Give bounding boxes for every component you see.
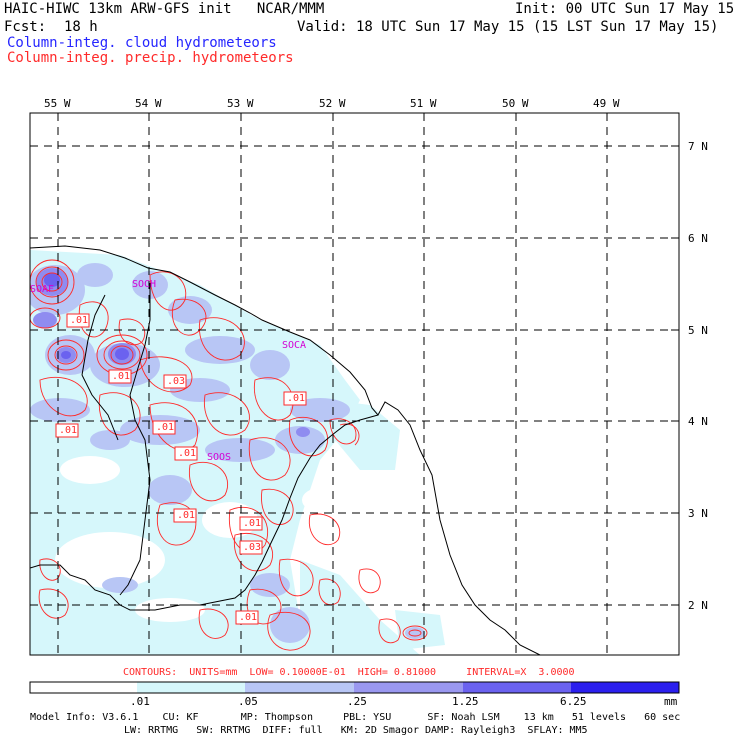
lat-label-6n: 6 N — [688, 232, 708, 245]
lon-label-54w: 54 W — [135, 97, 162, 110]
lat-label-4n: 4 N — [688, 415, 708, 428]
contour-info: CONTOURS: UNITS=mm LOW= 0.10000E-01 HIGH… — [123, 667, 575, 678]
colorbar-tick: .05 — [238, 695, 258, 708]
colorbar-unit: mm — [664, 695, 678, 708]
contour-label: .01 — [156, 422, 175, 433]
lon-label-52w: 52 W — [319, 97, 346, 110]
colorbar-tick: 6.25 — [560, 695, 587, 708]
forecast-label: Fcst: — [4, 19, 47, 35]
colorbar-tick: .25 — [347, 695, 367, 708]
axis-ticks — [57, 113, 679, 606]
colorbar — [29, 681, 680, 694]
colorbar-tick: .01 — [130, 695, 150, 708]
station-label-soos: SOOS — [207, 452, 232, 463]
contour-label: .01 — [178, 448, 197, 459]
contour-label: .01 — [59, 425, 78, 436]
station-label-soaf: SOAF — [30, 284, 55, 295]
precip-contours — [30, 259, 428, 651]
lon-label-51w: 51 W — [410, 97, 437, 110]
cloud-field-gaps — [55, 456, 338, 622]
colorbar-tick: 1.25 — [452, 695, 479, 708]
field-cloud-label: Column-integ. cloud hydrometeors — [7, 35, 277, 51]
lon-label-50w: 50 W — [502, 97, 529, 110]
model-info-line1: Model Info: V3.6.1 CU: KF MP: Thompson P… — [30, 712, 681, 723]
lon-label-53w: 53 W — [227, 97, 254, 110]
model-info-line2: LW: RRTMG SW: RRTMG DIFF: full KM: 2D Sm… — [124, 725, 588, 736]
lat-label-5n: 5 N — [688, 324, 708, 337]
valid-time: Valid: 18 UTC Sun 17 May 15 (15 LST Sun … — [297, 19, 719, 35]
contour-label: .03 — [243, 542, 262, 553]
station-label-soca: SOCA — [282, 340, 307, 351]
station-label-soch: SOCH — [132, 279, 157, 290]
contour-label: .01 — [243, 518, 262, 529]
lat-label-7n: 7 N — [688, 140, 708, 153]
forecast-hour: 18 h — [64, 19, 98, 35]
field-precip-label: Column-integ. precip. hydrometeors — [7, 50, 294, 66]
lat-label-3n: 3 N — [688, 507, 708, 520]
contour-label: .01 — [112, 371, 131, 382]
contour-label: .01 — [239, 612, 258, 623]
coastline — [30, 245, 541, 655]
contour-label-boxes — [55, 313, 307, 625]
lon-label-49w: 49 W — [593, 97, 620, 110]
cloud-field-core — [44, 273, 129, 360]
map-frame — [29, 112, 680, 656]
contour-label: .01 — [177, 510, 196, 521]
init-time: Init: 00 UTC Sun 17 May 15 — [515, 1, 735, 17]
lat-label-2n: 2 N — [688, 599, 708, 612]
contour-label: .01 — [287, 393, 306, 404]
contour-label: .03 — [167, 376, 186, 387]
plot-title: HAIC-HIWC 13km ARW-GFS init NCAR/MMM — [4, 1, 325, 17]
lon-label-55w: 55 W — [44, 97, 71, 110]
contour-label: .01 — [70, 315, 89, 326]
latlon-grid — [30, 113, 679, 655]
